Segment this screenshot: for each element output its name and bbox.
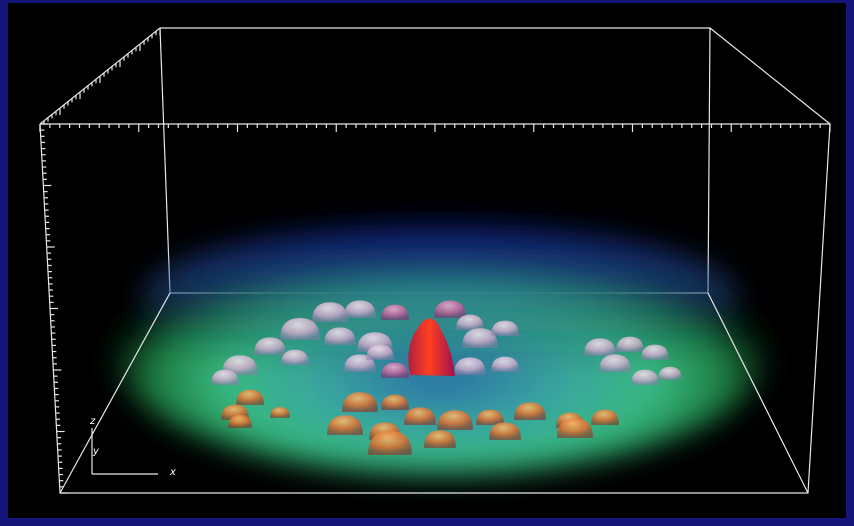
axis-label: z — [89, 416, 96, 427]
bumps — [211, 300, 682, 455]
bump — [381, 362, 409, 378]
bump — [211, 369, 239, 385]
bump — [368, 430, 412, 455]
peak — [408, 318, 455, 376]
bump — [280, 318, 320, 340]
bump — [281, 349, 309, 365]
bump — [454, 357, 486, 375]
bump — [424, 430, 456, 448]
bump — [658, 366, 682, 380]
bump — [366, 344, 394, 360]
bump — [557, 418, 593, 438]
bump — [641, 344, 669, 360]
bump — [599, 354, 631, 372]
box-edge — [59, 292, 171, 494]
bump — [489, 422, 521, 440]
ticks — [39, 28, 831, 494]
bump — [222, 355, 258, 375]
bump — [491, 356, 519, 372]
bump — [342, 392, 378, 412]
bump — [254, 337, 286, 355]
bump — [404, 407, 436, 425]
bump — [381, 394, 409, 410]
axis-label: y — [92, 446, 100, 457]
bump — [616, 336, 644, 352]
bump — [327, 415, 363, 435]
bump — [312, 302, 348, 322]
bump — [514, 402, 546, 420]
bump — [631, 369, 659, 385]
bump — [434, 300, 466, 318]
volume-render: z y x — [39, 27, 831, 494]
box-edge — [709, 27, 831, 125]
viewport: z y x — [8, 3, 846, 518]
bump — [324, 327, 356, 345]
bump — [584, 338, 616, 356]
bump — [456, 314, 484, 330]
bump — [270, 407, 290, 418]
bump — [437, 410, 473, 430]
bump — [228, 414, 252, 428]
bump — [344, 300, 376, 318]
bump — [591, 409, 619, 425]
bump — [476, 409, 504, 425]
bump — [236, 389, 264, 405]
axis-label: x — [169, 467, 176, 478]
bump — [491, 320, 519, 336]
bump — [381, 304, 409, 320]
bump — [462, 328, 498, 348]
box-edge — [707, 292, 809, 494]
